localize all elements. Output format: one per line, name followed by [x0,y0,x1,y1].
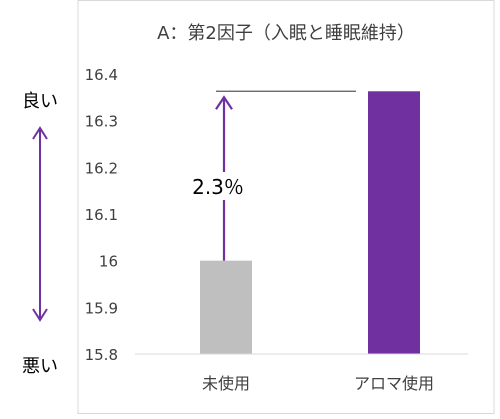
difference-label: 2.3％ [192,175,244,199]
chart-frame [77,0,495,414]
side-label-bad: 悪い [22,356,58,377]
y-tick-label: 16 [99,253,118,271]
bars [200,91,420,355]
difference-arrow [215,95,233,261]
x-category-label: 未使用 [202,374,250,393]
bar-2 [368,91,420,355]
good-bad-double-arrow [32,126,48,322]
y-tick-label: 15.9 [85,299,118,317]
y-axis-ticks: 15.8 15.9 16 16.1 16.2 16.3 16.4 [85,66,118,364]
side-arrow-head-down [32,308,48,322]
side-arrow-head-up [32,126,48,140]
y-tick-label: 16.2 [85,159,118,177]
arrow-head [215,95,233,110]
y-tick-label: 16.4 [85,66,118,84]
chart-title: A：第2因子（入眠と睡眠維持） [157,23,415,44]
y-tick-label: 15.8 [85,346,118,364]
x-category-label: アロマ使用 [354,374,434,393]
x-axis-labels: 未使用 アロマ使用 [202,374,434,393]
bar-1 [200,260,252,354]
side-label-good: 良い [22,91,58,112]
y-tick-label: 16.1 [85,206,118,224]
y-tick-label: 16.3 [85,113,118,131]
